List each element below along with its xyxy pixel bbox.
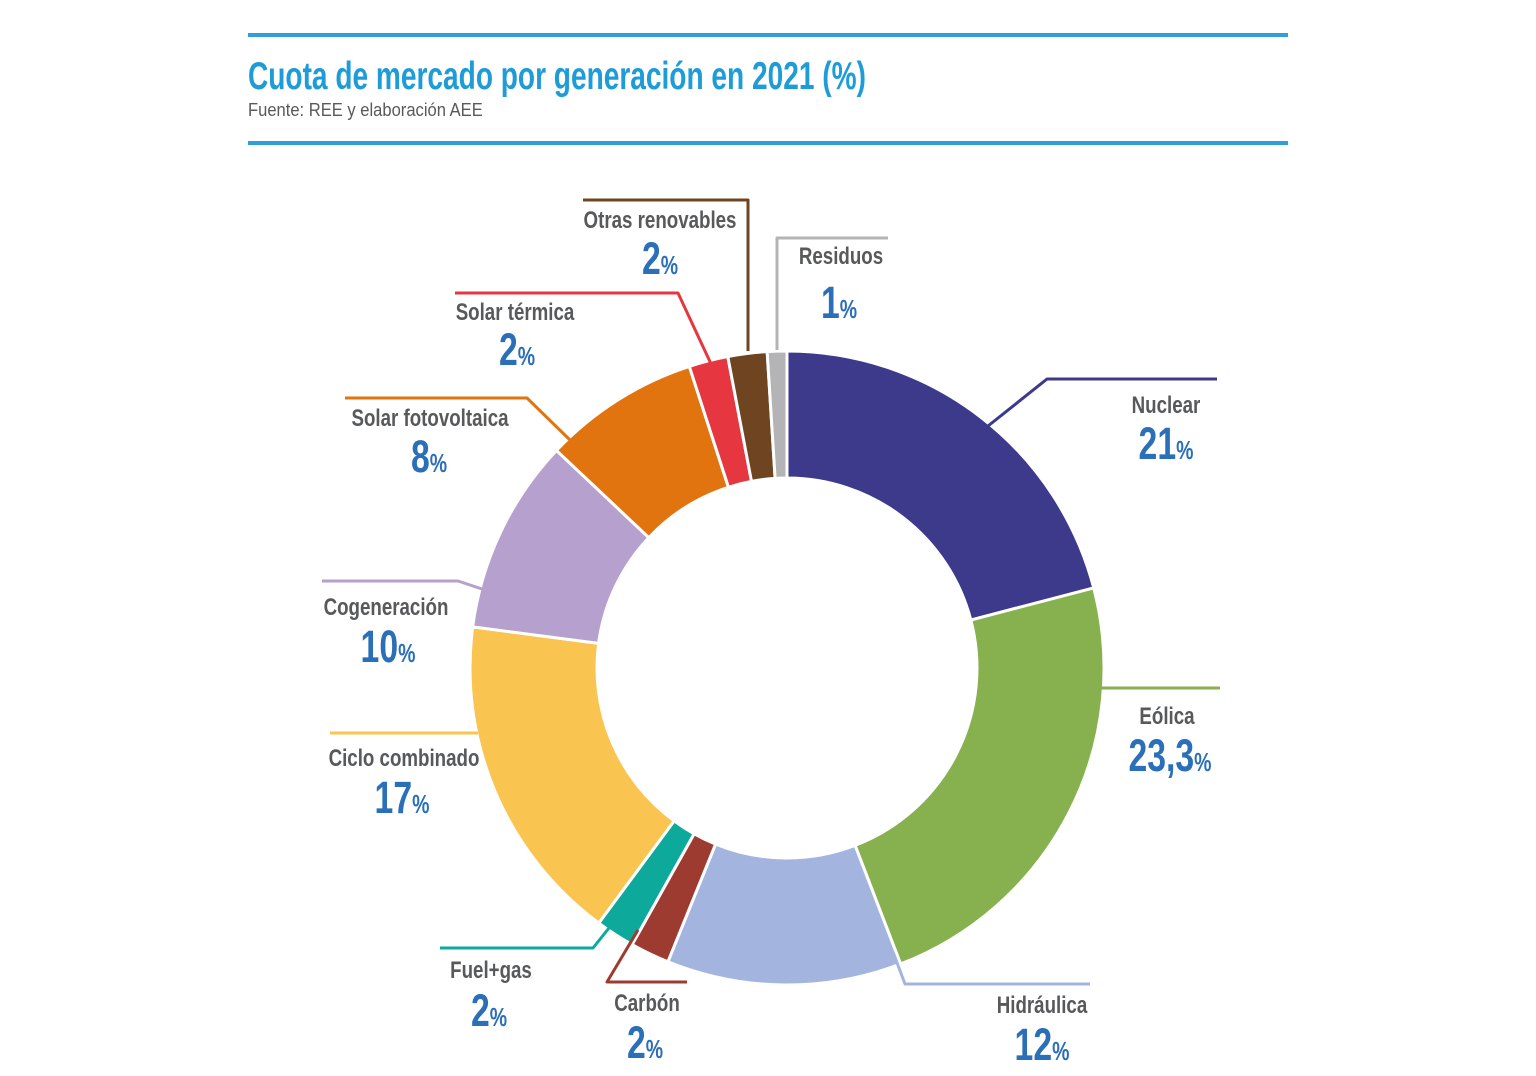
segment-name-eolica: Eólica — [1139, 703, 1195, 730]
segment-name-fuel-gas: Fuel+gas — [450, 957, 532, 984]
percent-sign: % — [398, 638, 416, 668]
page-title: Cuota de mercado por generación en 2021 … — [248, 55, 866, 98]
leader-line-carbon — [605, 929, 687, 984]
segment-value-number: 1 — [820, 277, 840, 328]
leader-line-residuos — [775, 236, 888, 350]
leader-line-solar-fotovoltaica — [345, 396, 572, 442]
percent-sign: % — [489, 1002, 508, 1032]
percent-sign: % — [839, 294, 858, 324]
segment-value-solar-fotovoltaica: 8% — [411, 431, 447, 483]
percent-sign: % — [645, 1034, 664, 1064]
segment-value-ciclo-combinado: 17% — [375, 772, 430, 824]
percent-sign: % — [1194, 747, 1212, 777]
segment-name-otras-renovables: Otras renovables — [583, 207, 737, 234]
segment-value-number: 2 — [470, 985, 490, 1036]
segment-value-eolica: 23,3% — [1128, 730, 1211, 782]
segment-name-solar-fotovoltaica: Solar fotovoltaica — [351, 405, 509, 432]
segment-value-number: 21 — [1138, 418, 1177, 469]
percent-sign: % — [429, 448, 448, 478]
segment-value-nuclear: 21% — [1139, 418, 1194, 470]
segment-value-number: 8 — [410, 431, 430, 482]
leader-line-solar-termica — [455, 291, 714, 367]
segment-value-carbon: 2% — [627, 1017, 663, 1069]
segment-name-carbon: Carbón — [614, 990, 680, 1017]
segment-name-residuos: Residuos — [798, 243, 884, 270]
segment-value-number: 23,3 — [1128, 730, 1195, 781]
segment-value-residuos: 1% — [821, 277, 857, 329]
segment-name-ciclo-combinado: Ciclo combinado — [328, 745, 480, 772]
segment-value-hidraulica: 12% — [1015, 1019, 1070, 1071]
segment-value-cogeneracion: 10% — [361, 621, 416, 673]
percent-sign: % — [1052, 1036, 1070, 1066]
segment-name-cogeneracion: Cogeneración — [323, 594, 449, 621]
leader-line-otras-renovables — [583, 198, 750, 351]
segment-arc-residuos — [765, 349, 789, 480]
percent-sign: % — [517, 341, 536, 371]
top-rule — [248, 33, 1288, 37]
segment-value-number: 10 — [360, 621, 399, 672]
segment-arc-ciclo-combinado — [468, 625, 676, 925]
percent-sign: % — [1176, 435, 1194, 465]
segment-value-number: 2 — [498, 324, 518, 375]
segment-value-number: 2 — [641, 233, 661, 284]
bottom-rule — [248, 141, 1288, 145]
leader-line-hidraulica — [891, 951, 1090, 986]
percent-sign: % — [412, 789, 430, 819]
segment-value-number: 12 — [1014, 1019, 1053, 1070]
leader-line-nuclear — [987, 377, 1217, 428]
segment-name-nuclear: Nuclear — [1131, 392, 1201, 419]
segment-name-solar-termica: Solar térmica — [455, 299, 575, 326]
segment-arc-nuclear — [785, 349, 1096, 622]
percent-sign: % — [660, 250, 679, 280]
leader-line-cogeneracion — [322, 579, 483, 591]
leader-line-fuel-gas — [440, 917, 619, 950]
segment-value-solar-termica: 2% — [499, 324, 535, 376]
segment-value-fuel-gas: 2% — [471, 985, 507, 1037]
source-caption: Fuente: REE y elaboración AEE — [248, 100, 483, 120]
segment-value-number: 2 — [626, 1017, 646, 1068]
segment-value-number: 17 — [374, 772, 413, 823]
segment-value-otras-renovables: 2% — [642, 233, 678, 285]
segment-arc-eolica — [853, 586, 1106, 966]
segment-name-hidraulica: Hidráulica — [996, 992, 1088, 1019]
